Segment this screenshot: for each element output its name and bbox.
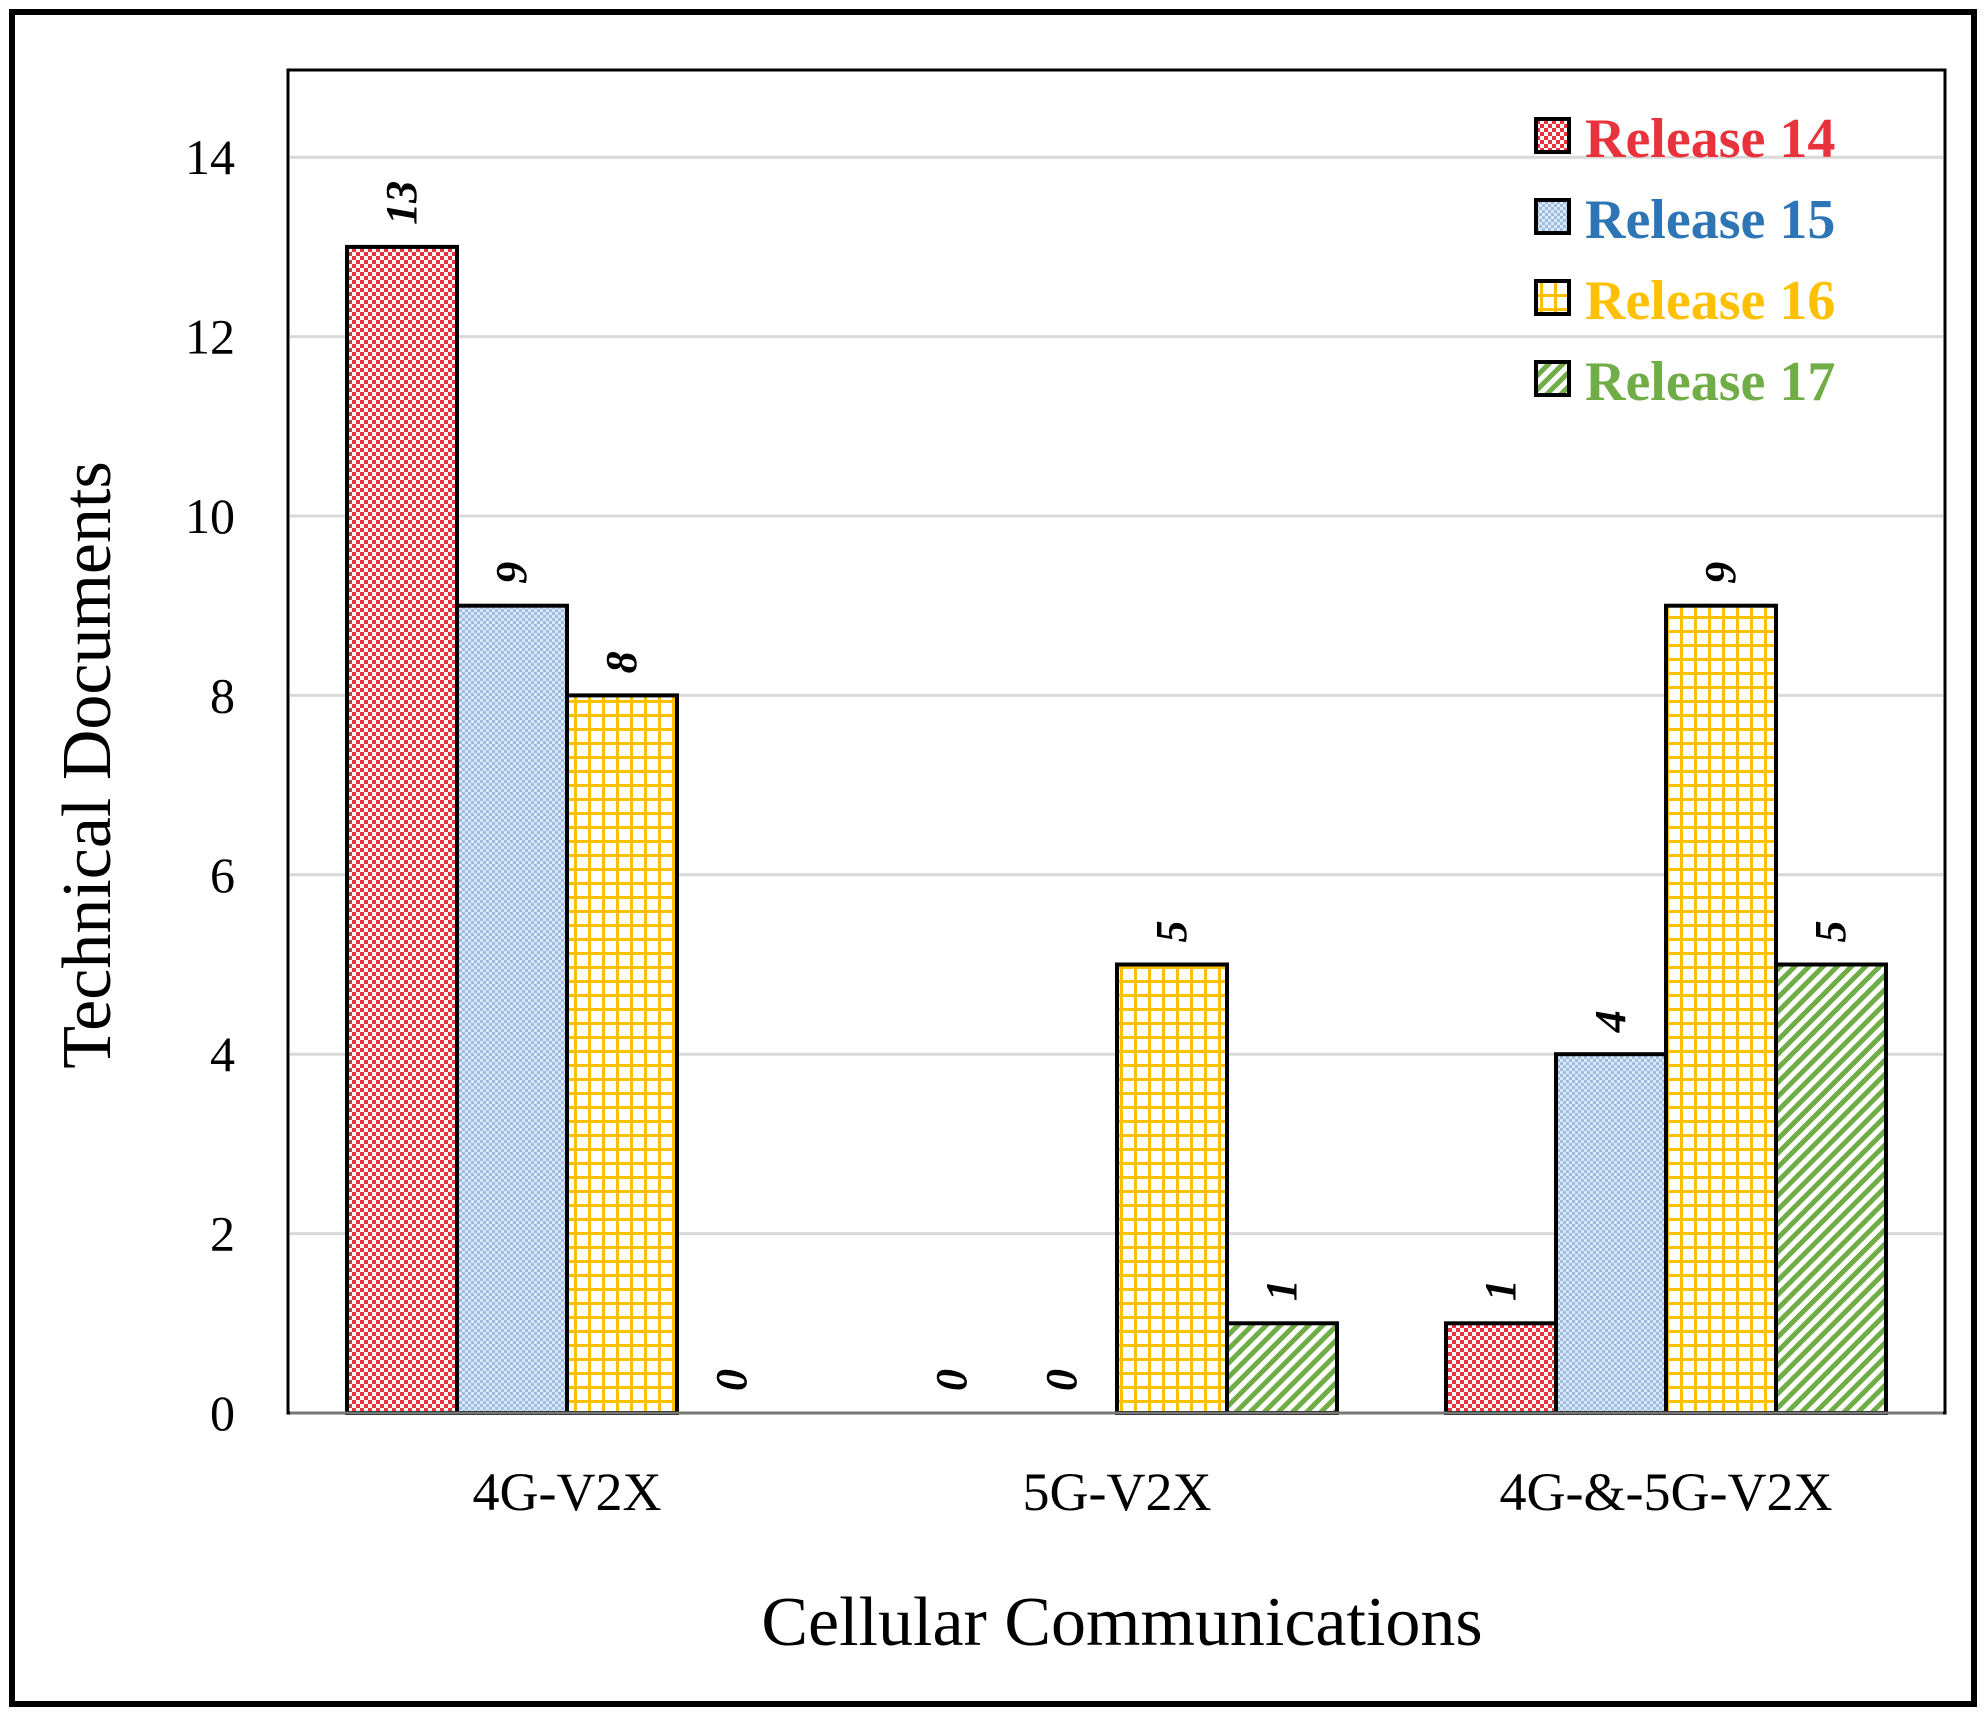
bar-release-16-1 [1115, 962, 1229, 1415]
bar-release-15-2 [1554, 1052, 1668, 1415]
y-axis-title: Technical Documents [49, 461, 126, 1068]
bar-release-16-0 [565, 693, 679, 1415]
data-label: 0 [927, 1369, 976, 1391]
x-category-label: 4G-V2X [473, 1462, 662, 1522]
legend-swatch [1534, 279, 1571, 316]
y-tick-label-10: 10 [185, 488, 235, 544]
x-category-label: 5G-V2X [1023, 1462, 1212, 1522]
y-tick-label-0: 0 [210, 1385, 235, 1441]
x-axis-categories: 4G-V2X 5G-V2X 4G-&-5G-V2X [473, 1462, 1833, 1522]
bar-release-15-0 [455, 603, 569, 1415]
data-label: 5 [1806, 921, 1855, 943]
bar-release-17-1 [1225, 1321, 1339, 1416]
data-label: 9 [1696, 562, 1745, 584]
legend-swatch [1534, 360, 1571, 397]
bar-release-16-2 [1664, 603, 1778, 1415]
y-axis-ticks: 0 2 4 6 8 10 12 14 [185, 129, 235, 1441]
data-labels: 13 9 8 0 0 0 5 1 1 4 9 5 [377, 181, 1855, 1391]
x-category-label: 4G-&-5G-V2X [1500, 1462, 1833, 1522]
bar-release-17-2 [1774, 962, 1888, 1415]
data-label: 1 [1257, 1279, 1306, 1301]
y-tick-label-12: 12 [185, 309, 235, 365]
legend-label: Release 14 [1585, 108, 1835, 170]
y-tick-label-6: 6 [210, 847, 235, 903]
legend-swatch [1534, 117, 1571, 154]
data-label: 8 [597, 651, 646, 673]
legend: Release 14 Release 15 Release 16 Release 17 [1534, 108, 1835, 413]
legend-label: Release 15 [1585, 189, 1835, 251]
y-tick-label-4: 4 [210, 1026, 235, 1082]
bars [345, 244, 1888, 1416]
bar-release-14-2 [1444, 1321, 1558, 1416]
data-label: 13 [377, 181, 426, 225]
y-tick-label-14: 14 [185, 129, 235, 185]
data-label: 9 [487, 562, 536, 584]
bar-release-14-0 [345, 244, 459, 1415]
data-label: 4 [1586, 1010, 1635, 1033]
legend-label: Release 16 [1585, 270, 1835, 332]
data-label: 5 [1147, 921, 1196, 943]
legend-swatch [1534, 198, 1571, 235]
legend-label: Release 17 [1585, 351, 1835, 413]
y-tick-label-2: 2 [210, 1206, 235, 1262]
y-tick-label-8: 8 [210, 667, 235, 723]
data-label: 1 [1476, 1279, 1525, 1301]
x-axis-title: Cellular Communications [761, 1584, 1482, 1661]
data-label: 0 [707, 1369, 756, 1391]
data-label: 0 [1037, 1369, 1086, 1391]
